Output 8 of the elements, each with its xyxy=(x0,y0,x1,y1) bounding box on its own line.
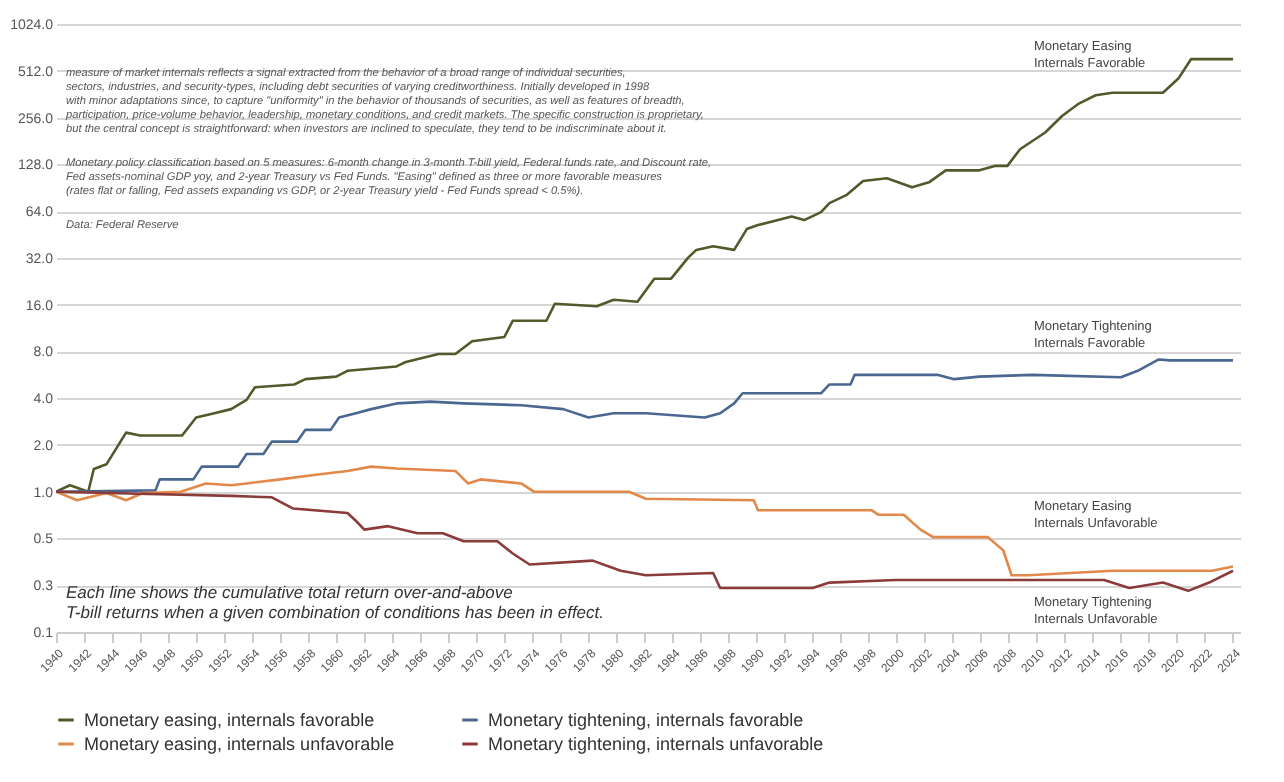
legend-label: Monetary easing, internals favorable xyxy=(84,710,375,730)
line-series xyxy=(56,465,1235,577)
line-series xyxy=(56,57,1235,493)
line-series xyxy=(56,358,1235,493)
annotation: Each line shows the cumulative total return over-and-above T-bill returns when a given combination of conditions has been in effect. xyxy=(66,582,605,622)
legend-label: Monetary easing, internals unfavorable xyxy=(84,734,395,754)
legend-label: Monetary tightening, internals favorable xyxy=(488,710,804,730)
legend-label: Monetary tightening, internals unfavorable xyxy=(488,734,824,754)
